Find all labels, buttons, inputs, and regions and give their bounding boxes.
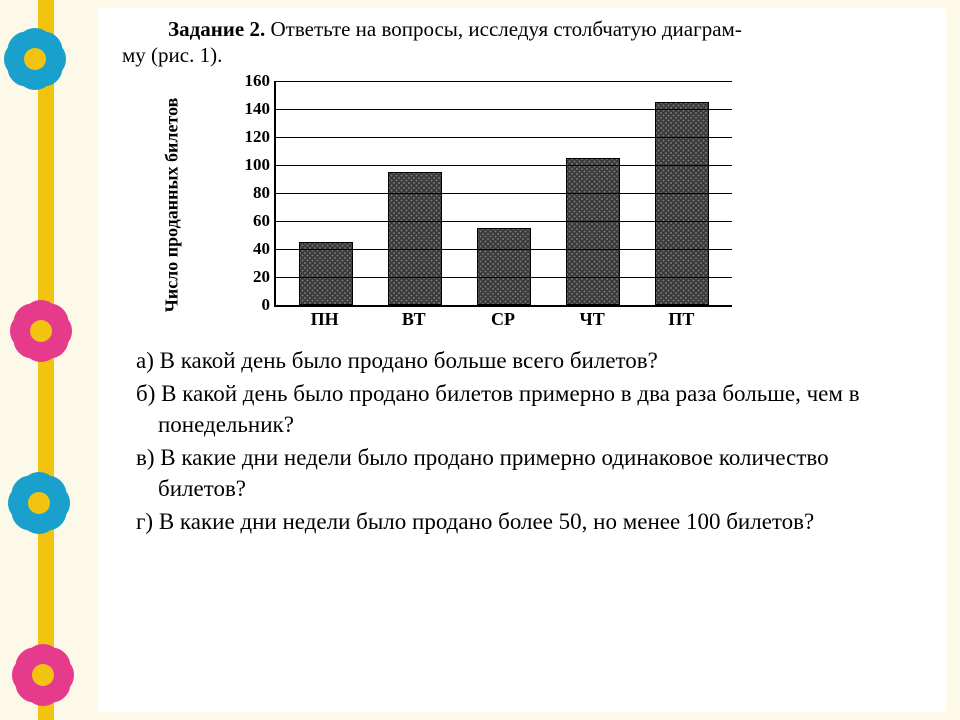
chart-bar [299, 242, 353, 305]
chart-xlabel: СР [476, 309, 530, 335]
question-a: а) В какой день было продано больше всег… [122, 345, 922, 376]
chart-plot-area: 020406080100120140160 [274, 81, 732, 307]
chart-ytick: 120 [245, 127, 271, 147]
chart-gridline [276, 193, 732, 194]
flower-icon [8, 640, 78, 710]
chart-container: Число проданных билетов 0204060801001201… [182, 75, 732, 335]
page-content: Задание 2. Ответьте на вопросы, исследуя… [98, 8, 946, 712]
chart-gridline [276, 221, 732, 222]
chart-gridline [276, 249, 732, 250]
bar-chart: 020406080100120140160 ПН ВТ СР ЧТ ПТ [230, 75, 732, 335]
question-b: б) В какой день было продано билетов при… [122, 378, 922, 440]
chart-ytick: 60 [253, 211, 270, 231]
chart-ytick: 80 [253, 183, 270, 203]
task-prompt: Задание 2. Ответьте на вопросы, исследуя… [122, 16, 922, 69]
chart-gridline [276, 109, 732, 110]
chart-ytick: 100 [245, 155, 271, 175]
chart-ytick: 40 [253, 239, 270, 259]
questions-block: а) В какой день было продано больше всег… [122, 345, 922, 537]
flower-icon [0, 24, 70, 94]
chart-bar [655, 102, 709, 305]
question-c: в) В какие дни недели было продано приме… [122, 442, 922, 504]
flower-icon [4, 468, 74, 538]
chart-bar [566, 158, 620, 305]
chart-ylabel: Число проданных билетов [162, 97, 183, 312]
flower-icon [6, 296, 76, 366]
chart-ytick: 20 [253, 267, 270, 287]
chart-bar [477, 228, 531, 305]
task-text-line2: му (рис. 1). [122, 43, 222, 67]
chart-gridline [276, 277, 732, 278]
chart-ytick: 0 [262, 295, 271, 315]
question-d: г) В какие дни недели было продано более… [122, 506, 922, 537]
chart-bar [388, 172, 442, 305]
task-label: Задание 2. [168, 17, 265, 41]
chart-xlabel: ПН [298, 309, 352, 335]
chart-xlabel: ПТ [654, 309, 708, 335]
task-text-line1: Ответьте на вопросы, исследуя столбчатую… [265, 17, 742, 41]
chart-gridline [276, 165, 732, 166]
chart-xlabel: ВТ [387, 309, 441, 335]
chart-ytick: 140 [245, 99, 271, 119]
chart-xlabel: ЧТ [565, 309, 619, 335]
chart-xlabels: ПН ВТ СР ЧТ ПТ [274, 309, 732, 335]
chart-gridline [276, 137, 732, 138]
chart-ytick: 160 [245, 71, 271, 91]
chart-gridline [276, 81, 732, 82]
